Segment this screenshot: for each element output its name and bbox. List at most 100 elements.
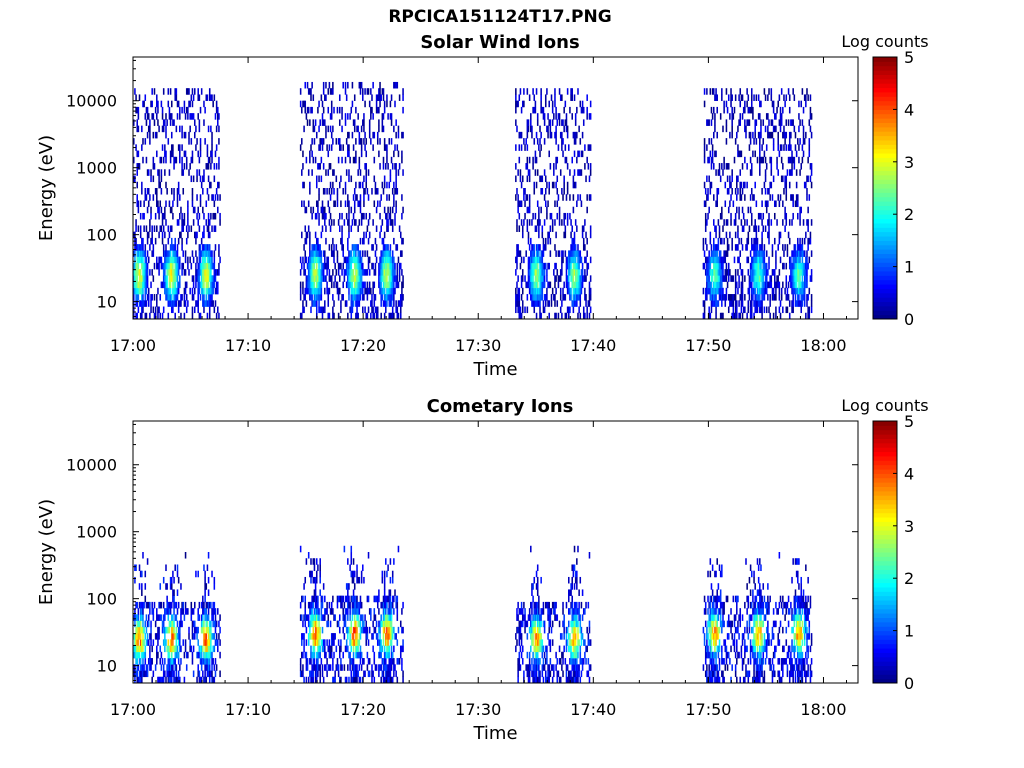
heatmap-cell bbox=[386, 300, 388, 307]
heatmap-cell bbox=[747, 231, 750, 239]
heatmap-cell bbox=[535, 244, 538, 251]
heatmap-cell bbox=[349, 626, 351, 634]
heatmap-cell bbox=[795, 181, 798, 189]
heatmap-cell bbox=[352, 645, 355, 653]
heatmap-cell bbox=[753, 281, 755, 289]
heatmap-cell bbox=[162, 626, 165, 634]
heatmap-cell bbox=[314, 626, 317, 634]
heatmap-cell bbox=[138, 300, 141, 307]
heatmap-cell bbox=[347, 219, 349, 226]
heatmap-cell bbox=[355, 281, 357, 289]
heatmap-cell bbox=[207, 576, 210, 584]
heatmap-cell bbox=[197, 306, 199, 314]
heatmap-cell bbox=[515, 294, 517, 301]
heatmap-cell bbox=[731, 244, 733, 251]
heatmap-cell bbox=[704, 256, 707, 264]
heatmap-cell bbox=[314, 589, 317, 596]
heatmap-cell bbox=[353, 626, 356, 634]
heatmap-cell bbox=[382, 125, 385, 133]
heatmap-cell bbox=[176, 219, 179, 226]
heatmap-cell bbox=[554, 294, 556, 301]
heatmap-cell bbox=[581, 231, 584, 239]
heatmap-cell bbox=[359, 181, 362, 189]
heatmap-cell bbox=[303, 200, 305, 208]
heatmap-cell bbox=[167, 237, 170, 245]
heatmap-cell bbox=[345, 94, 348, 101]
heatmap-cell bbox=[775, 250, 777, 257]
heatmap-cell bbox=[315, 639, 318, 646]
heatmap-cell bbox=[349, 275, 351, 282]
heatmap-cell bbox=[139, 664, 142, 671]
heatmap-cell bbox=[780, 294, 783, 301]
heatmap-cell bbox=[217, 645, 219, 653]
heatmap-cell bbox=[365, 175, 368, 183]
heatmap-cell bbox=[191, 113, 194, 120]
heatmap-cell bbox=[184, 552, 187, 559]
heatmap-cell bbox=[217, 608, 219, 615]
heatmap-cell bbox=[520, 219, 523, 226]
heatmap-cell bbox=[202, 300, 204, 307]
heatmap-cell bbox=[389, 212, 392, 220]
heatmap-cell bbox=[341, 595, 343, 603]
heatmap-cell bbox=[788, 262, 791, 270]
y-tick-label: 100 bbox=[86, 226, 117, 245]
heatmap-cell bbox=[708, 312, 710, 320]
heatmap-cell bbox=[199, 262, 202, 270]
heatmap-cell bbox=[516, 281, 518, 289]
heatmap-cell bbox=[207, 212, 210, 220]
heatmap-cell bbox=[532, 300, 534, 307]
heatmap-cell bbox=[135, 219, 137, 226]
heatmap-cell bbox=[776, 156, 778, 164]
heatmap-cell bbox=[551, 106, 554, 114]
heatmap-cell bbox=[564, 231, 567, 239]
heatmap-cell bbox=[395, 119, 397, 126]
heatmap-cell bbox=[807, 94, 809, 101]
heatmap-cell bbox=[368, 131, 371, 139]
heatmap-cell bbox=[775, 262, 777, 270]
heatmap-cell bbox=[137, 294, 140, 301]
heatmap-cell bbox=[564, 294, 567, 301]
heatmap-cell bbox=[389, 169, 392, 176]
heatmap-cell bbox=[191, 626, 194, 634]
heatmap-cell bbox=[198, 94, 201, 101]
heatmap-cell bbox=[810, 181, 813, 189]
heatmap-cell bbox=[714, 294, 716, 301]
heatmap-cell bbox=[328, 269, 331, 276]
heatmap-cell bbox=[748, 275, 751, 282]
heatmap-cell bbox=[169, 88, 172, 95]
heatmap-cell bbox=[327, 614, 330, 621]
heatmap-cell bbox=[167, 300, 170, 307]
heatmap-cell bbox=[352, 670, 355, 678]
heatmap-cells bbox=[133, 81, 813, 320]
heatmap-cell bbox=[374, 294, 377, 301]
heatmap-cell bbox=[357, 250, 359, 257]
heatmap-cell bbox=[359, 81, 362, 89]
heatmap-cell bbox=[205, 294, 208, 301]
heatmap-cell bbox=[371, 106, 373, 114]
heatmap-cell bbox=[319, 558, 321, 565]
heatmap-cell bbox=[170, 262, 173, 270]
heatmap-cell bbox=[333, 281, 335, 289]
heatmap-cell bbox=[355, 156, 357, 164]
heatmap-cell bbox=[167, 639, 170, 646]
heatmap-cell bbox=[344, 81, 347, 89]
heatmap-cell bbox=[334, 670, 336, 678]
heatmap-cell bbox=[176, 256, 179, 264]
heatmap-cell bbox=[142, 608, 144, 615]
heatmap-cell bbox=[532, 163, 534, 170]
heatmap-cell bbox=[164, 281, 166, 289]
heatmap-cell bbox=[538, 225, 540, 232]
heatmap-cell bbox=[574, 250, 577, 257]
heatmap-cell bbox=[200, 287, 203, 295]
heatmap-cell bbox=[321, 144, 324, 151]
heatmap-cell bbox=[345, 608, 348, 615]
heatmap-cell bbox=[749, 281, 752, 289]
heatmap-cell bbox=[740, 306, 743, 314]
heatmap-cell bbox=[198, 212, 201, 220]
heatmap-cell bbox=[348, 219, 350, 226]
heatmap-cell bbox=[378, 106, 380, 114]
heatmap-cell bbox=[332, 595, 334, 603]
heatmap-cell bbox=[717, 256, 720, 264]
heatmap-cell bbox=[757, 256, 760, 264]
heatmap-cell bbox=[394, 100, 396, 108]
